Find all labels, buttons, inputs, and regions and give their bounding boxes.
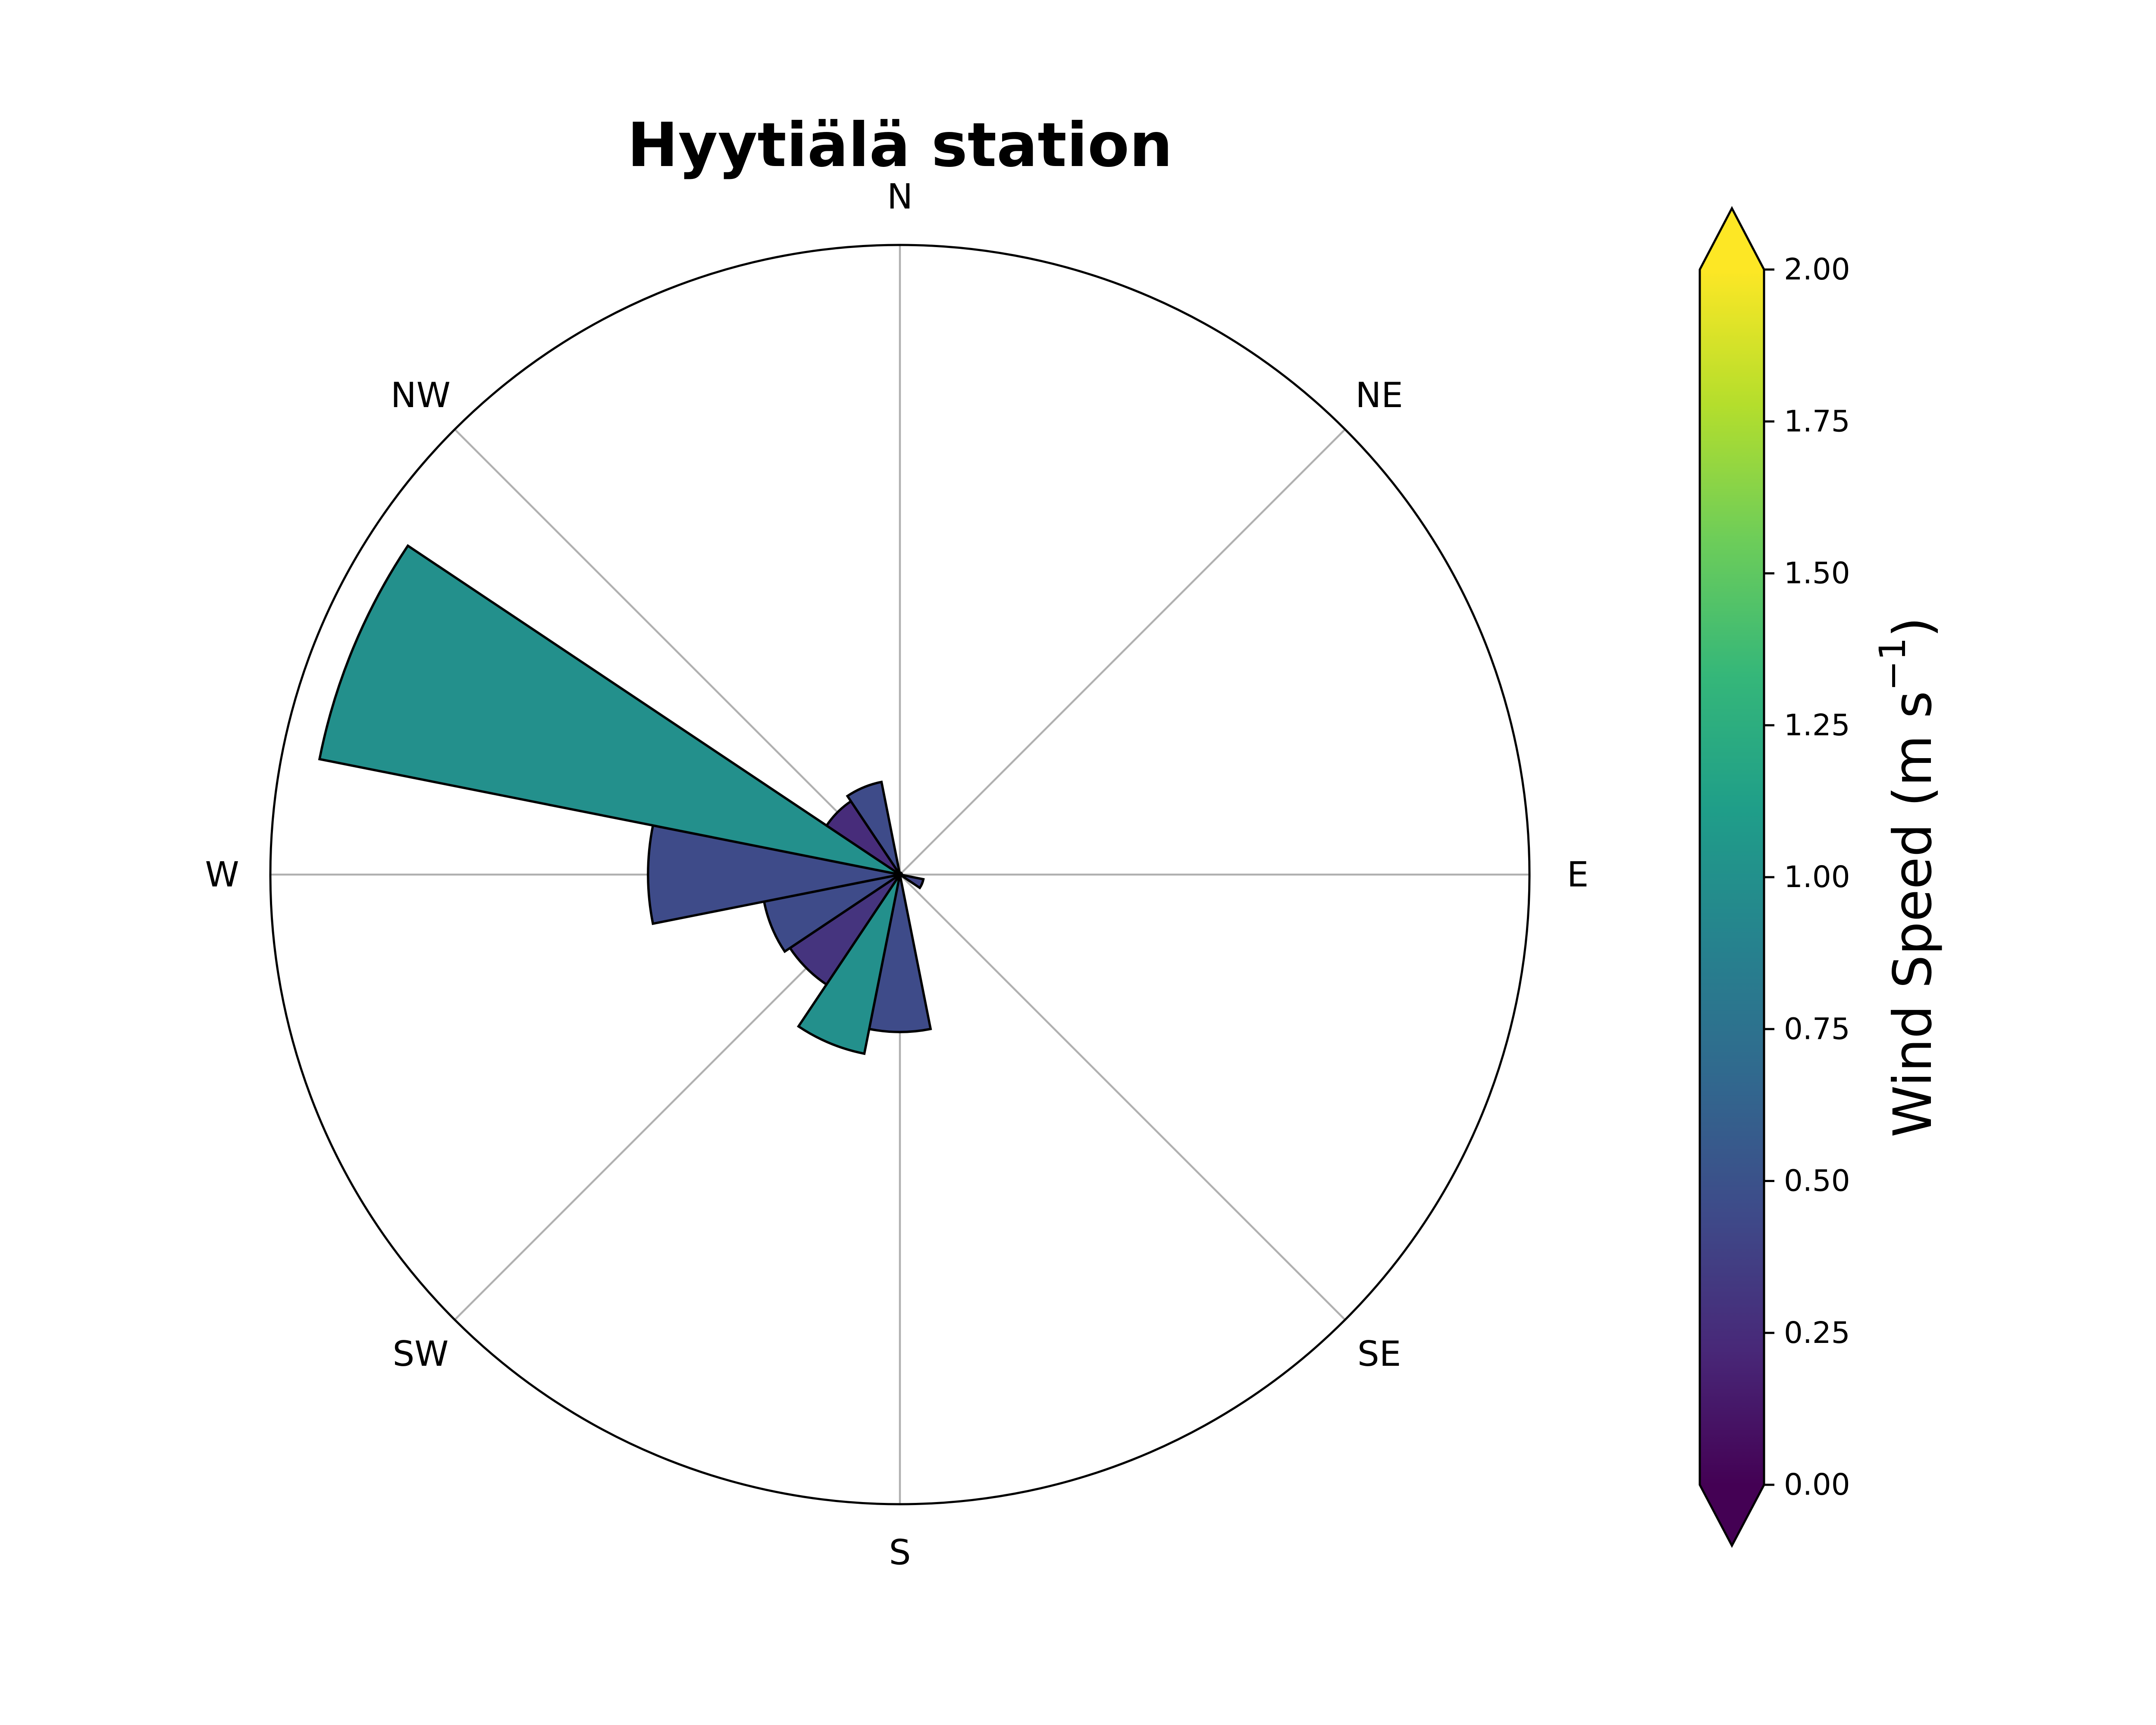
grid-spoke-se	[899, 874, 1346, 1320]
colorbar-tick-label-2: 0.50	[1784, 1164, 1850, 1198]
colorbar-label-superscript: −1	[1871, 637, 1914, 691]
wind-petal-5	[899, 873, 925, 890]
colorbar-tick-label-3: 0.75	[1784, 1012, 1850, 1046]
colorbar-tick-label-1: 0.25	[1784, 1316, 1850, 1350]
direction-label-sw: SW	[392, 1334, 448, 1374]
colorbar-tick-label-6: 1.50	[1784, 556, 1850, 591]
colorbar-max-extension	[1700, 208, 1764, 270]
grid-spoke-ne	[899, 429, 1346, 875]
polar-frame	[269, 244, 1531, 1505]
direction-label-nw: NW	[391, 375, 451, 415]
direction-label-e: E	[1567, 855, 1589, 895]
colorbar-label-close: )	[1882, 617, 1943, 638]
wind-petals	[318, 544, 932, 1055]
colorbar-tick-label-5: 1.25	[1784, 708, 1850, 743]
direction-label-n: N	[887, 177, 913, 217]
colorbar-tick-label-8: 2.00	[1784, 252, 1850, 287]
colorbar-gradient	[1700, 270, 1764, 1485]
wind-petal-8	[868, 874, 932, 1033]
grid-spoke-nw	[454, 429, 901, 875]
colorbar-label-text: Wind Speed (m s	[1882, 691, 1943, 1137]
colorbar-tick-label-7: 1.75	[1784, 404, 1850, 439]
colorbar: 0.00 0.25 0.50 0.75 1.00 1.25 1.50 1.75 2.00 Win…	[1698, 206, 1943, 1548]
wind-petal-13	[318, 544, 901, 876]
wind-petal-15	[846, 780, 901, 875]
colorbar-min-extension	[1700, 1485, 1764, 1546]
colorbar-tick-label-0: 0.00	[1784, 1468, 1850, 1502]
wind-petal-9	[796, 874, 901, 1055]
direction-label-s: S	[889, 1533, 911, 1573]
colorbar-tick-label-4: 1.00	[1784, 860, 1850, 894]
wind-petal-12	[647, 824, 900, 925]
direction-labels: N NE E SE S SW W NW	[205, 177, 1589, 1573]
direction-label-se: SE	[1357, 1334, 1401, 1374]
direction-label-ne: NE	[1355, 375, 1403, 415]
chart-title: Hyytiälä station	[627, 110, 1173, 181]
direction-label-w: W	[205, 855, 239, 895]
colorbar-label: Wind Speed (m s−1)	[1871, 617, 1943, 1138]
colorbar-ticks: 0.00 0.25 0.50 0.75 1.00 1.25 1.50 1.75 2.00	[1764, 252, 1850, 1502]
